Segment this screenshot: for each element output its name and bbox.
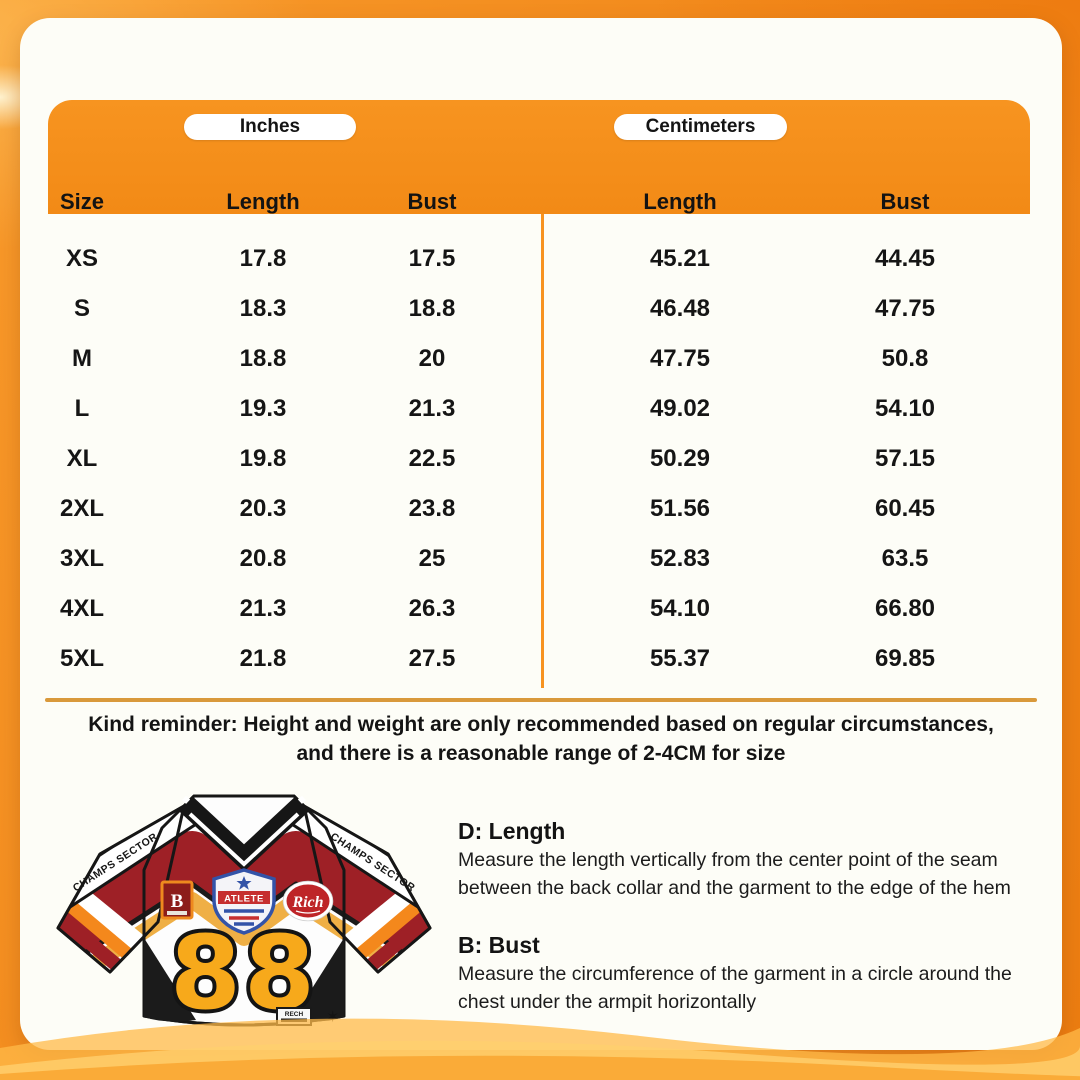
table-cell-bust-cm: 47.75 [874, 295, 936, 322]
shield-badge: ATLETE [212, 868, 276, 935]
table-cell-bust-cm: 69.85 [874, 645, 936, 672]
column-header-size: Size [59, 189, 105, 214]
table-cell-bust-cm: 50.8 [881, 345, 929, 372]
table-cell-bust-in: 21.3 [408, 395, 456, 422]
table-cell-length-cm: 52.83 [649, 545, 711, 572]
square-badge-letter: B [171, 891, 184, 912]
table-cell-bust-in: 18.8 [408, 295, 456, 322]
round-badge-text: Rich [291, 894, 323, 911]
table-cell-bust-cm: 44.45 [874, 245, 936, 272]
column-header-bust-cm: Bust [880, 189, 930, 214]
table-cell-size: 3XL [59, 545, 104, 572]
round-badge: Rich [282, 880, 334, 922]
square-badge: B [160, 880, 194, 920]
jersey-number: 88 [170, 914, 318, 1033]
table-cell-bust-cm: 60.45 [874, 495, 936, 522]
column-header-length-inches: Length [226, 189, 300, 214]
bust-guide-text: Measure the circumference of the garment… [458, 963, 1012, 1014]
column-bust-inches: Bust 17.5 18.8 20 21.3 22.5 23.8 25 26.3… [408, 170, 457, 684]
table-cell-size: XL [66, 445, 98, 472]
jersey-product-image: CHAMPS SECTOR CHAMPS SECTOR B [56, 794, 432, 1037]
bust-guide-title: B: Bust [458, 932, 540, 959]
table-cell-size: XS [65, 245, 98, 272]
table-cell-bust-cm: 54.10 [874, 395, 936, 422]
table-cell-length-in: 21.8 [239, 645, 287, 672]
section-divider [45, 698, 1037, 702]
hem-tag-text: RECH [285, 1011, 304, 1018]
table-cell-length-in: 19.8 [239, 445, 287, 472]
column-size: Size XS S M L XL 2XL 3XL 4XL 5XL [60, 170, 104, 684]
unit-badge-centimeters-label: Centimeters [645, 116, 756, 137]
units-divider [541, 214, 544, 688]
table-cell-bust-in: 23.8 [408, 495, 456, 522]
table-cell-length-in: 20.3 [239, 495, 287, 522]
column-header-length-cm: Length [643, 189, 717, 214]
size-chart-card: Inches Centimeters Size XS S M L XL 2XL … [20, 18, 1062, 1050]
column-bust-cm: Bust 44.45 47.75 50.8 54.10 57.15 60.45 … [875, 170, 935, 684]
table-cell-bust-in: 17.5 [408, 245, 456, 272]
table-cell-bust-cm: 57.15 [874, 445, 936, 472]
table-cell-bust-cm: 63.5 [881, 545, 929, 572]
table-cell-length-in: 18.3 [239, 295, 287, 322]
table-cell-bust-in: 20 [418, 345, 446, 372]
table-cell-length-in: 20.8 [239, 545, 287, 572]
side-panel-left [144, 938, 196, 1022]
table-cell-size: S [73, 295, 90, 322]
kind-reminder-text: Kind reminder: Height and weight are onl… [88, 713, 994, 765]
unit-badge-inches: Inches [184, 114, 356, 140]
table-cell-size: 4XL [59, 595, 104, 622]
table-cell-length-cm: 55.37 [649, 645, 711, 672]
background-wave-decoration [0, 1018, 1080, 1080]
table-cell-length-cm: 45.21 [649, 245, 711, 272]
table-cell-length-cm: 46.48 [649, 295, 711, 322]
length-guide-text: Measure the length vertically from the c… [458, 849, 1011, 899]
column-length-inches: Length 17.8 18.3 18.8 19.3 19.8 20.3 20.… [226, 170, 299, 684]
table-cell-length-in: 21.3 [239, 595, 287, 622]
side-panel-right [292, 938, 344, 1022]
table-cell-size: 2XL [59, 495, 104, 522]
measure-guide: D: Length Measure the length vertically … [458, 818, 1048, 1017]
table-cell-bust-in: 27.5 [408, 645, 456, 672]
table-cell-length-cm: 49.02 [649, 395, 711, 422]
table-cell-length-in: 18.8 [239, 345, 287, 372]
table-cell-length-in: 19.3 [239, 395, 287, 422]
table-cell-bust-cm: 66.80 [874, 595, 936, 622]
table-cell-size: M [72, 345, 92, 372]
table-cell-length-cm: 51.56 [649, 495, 711, 522]
table-cell-length-in: 17.8 [239, 245, 287, 272]
unit-badge-centimeters: Centimeters [614, 114, 787, 140]
length-guide-title: D: Length [458, 818, 566, 844]
unit-badge-inches-label: Inches [239, 116, 301, 137]
table-cell-bust-in: 22.5 [408, 445, 456, 472]
table-cell-bust-in: 25 [418, 545, 446, 572]
shield-badge-text: ATLETE [224, 894, 264, 905]
table-cell-length-cm: 47.75 [649, 345, 711, 372]
column-header-bust-inches: Bust [407, 189, 457, 214]
column-length-cm: Length 45.21 46.48 47.75 49.02 50.29 51.… [643, 170, 716, 684]
table-cell-size: 5XL [59, 645, 104, 672]
table-cell-size: L [74, 395, 90, 422]
table-cell-length-cm: 50.29 [649, 445, 711, 472]
table-cell-length-cm: 54.10 [649, 595, 711, 622]
table-cell-bust-in: 26.3 [408, 595, 456, 622]
